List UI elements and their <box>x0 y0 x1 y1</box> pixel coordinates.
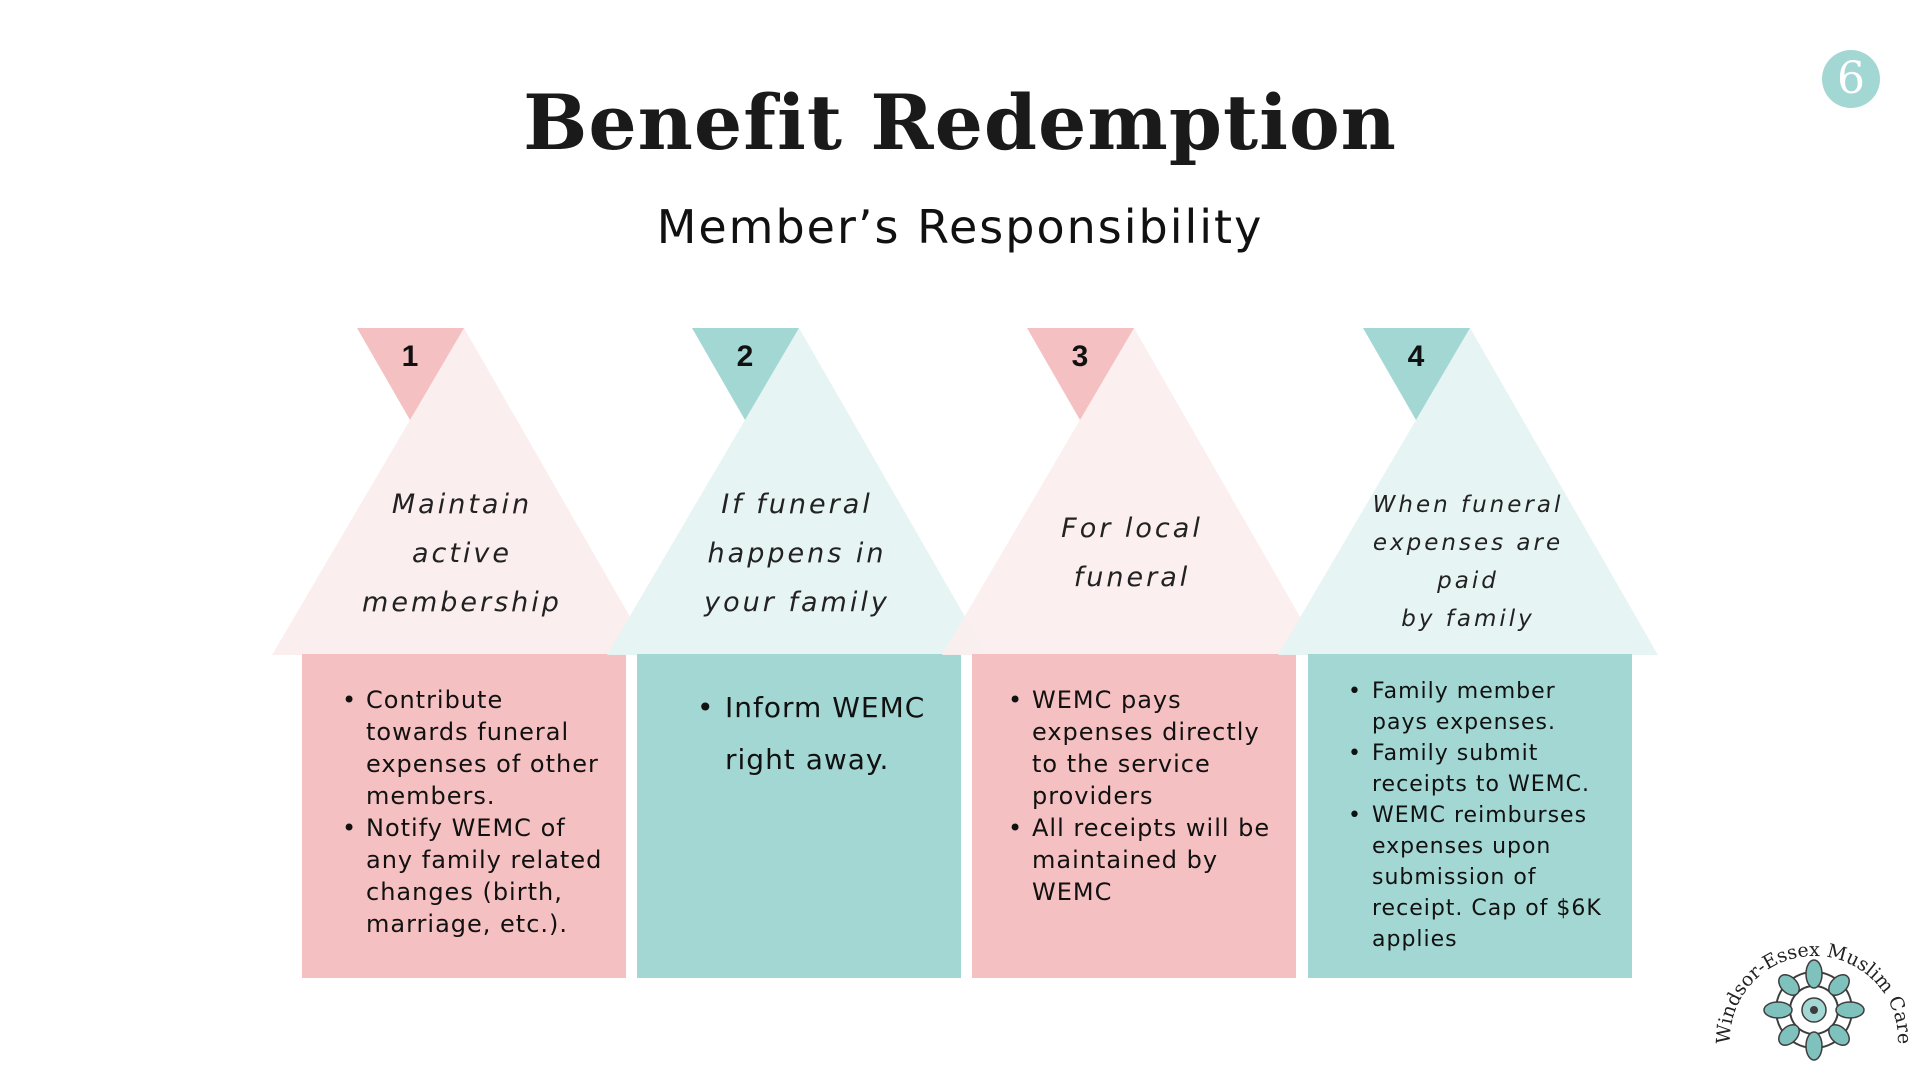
step-3-title-line: For local <box>1061 513 1203 544</box>
step-1-bullet: Contribute towards funeral expenses of o… <box>342 684 606 812</box>
step-3-bullet: All receipts will be maintained by WEMC <box>1008 812 1276 908</box>
step-4-title: When funeral expenses are paid by family <box>1348 486 1588 638</box>
step-4-title-line: When funeral <box>1372 492 1564 518</box>
step-2-large-triangle <box>607 328 987 655</box>
step-4-marker-triangle <box>1363 328 1470 420</box>
step-4-triangle <box>1278 328 1658 655</box>
step-2-title-line: happens in <box>707 538 887 569</box>
step-4-title-line: paid <box>1437 568 1499 594</box>
step-4-large-triangle <box>1278 328 1658 655</box>
step-4: 4 When funeral expenses are paid by fami… <box>1278 0 1718 1080</box>
step-4-title-line: by family <box>1401 606 1535 632</box>
step-2-marker-triangle <box>692 328 799 420</box>
step-3-bullet: WEMC pays expenses directly to the servi… <box>1008 684 1276 812</box>
step-2-title-line: your family <box>704 587 890 618</box>
step-3: 3 For local funeral WEMC pays expenses d… <box>942 0 1382 1080</box>
step-1-marker-triangle <box>357 328 464 420</box>
step-2-number: 2 <box>736 340 754 373</box>
step-1-large-triangle <box>272 328 652 655</box>
step-1-bullet: Notify WEMC of any family related change… <box>342 812 606 940</box>
step-4-bullet: Family member pays expenses. <box>1348 676 1618 738</box>
step-4-number: 4 <box>1407 340 1425 373</box>
step-2-box: Inform WEMC right away. <box>637 654 961 978</box>
page-title: Benefit Redemption <box>523 78 1397 167</box>
step-3-title: For local funeral <box>1012 504 1252 602</box>
step-1-title: Maintain active membership <box>342 480 582 627</box>
step-3-title-line: funeral <box>1073 562 1191 593</box>
step-3-marker-triangle <box>1027 328 1134 420</box>
step-4-title-line: expenses are <box>1372 530 1564 556</box>
mandala-icon <box>1763 959 1865 1061</box>
step-2-title: If funeral happens in your family <box>677 480 917 627</box>
logo: Windsor-Essex Muslim Care <box>1713 939 1912 1061</box>
page-subtitle: Member’s Responsibility <box>656 200 1264 254</box>
step-1-triangle <box>272 328 652 655</box>
step-1-title-line: Maintain <box>391 489 533 520</box>
step-1-title-line: membership <box>362 587 562 618</box>
step-2: 2 If funeral happens in your family Info… <box>607 0 1047 1080</box>
step-3-box: WEMC pays expenses directly to the servi… <box>972 654 1296 978</box>
step-4-bullet: Family submit receipts to WEMC. <box>1348 738 1618 800</box>
logo-text: Windsor-Essex Muslim Care <box>1713 939 1912 1045</box>
step-2-triangle <box>607 328 987 655</box>
step-1: 1 Maintain active membership Contribute … <box>272 0 712 1080</box>
page-number: 6 <box>1822 50 1880 108</box>
step-3-triangle <box>942 328 1322 655</box>
step-1-title-line: active <box>411 538 513 569</box>
step-2-bullet: Inform WEMC right away. <box>697 682 941 786</box>
step-3-number: 3 <box>1071 340 1089 373</box>
step-1-number: 1 <box>401 340 419 373</box>
step-1-box: Contribute towards funeral expenses of o… <box>302 654 626 978</box>
step-4-box: Family member pays expenses. Family subm… <box>1308 654 1632 978</box>
step-3-large-triangle <box>942 328 1322 655</box>
step-2-title-line: If funeral <box>721 489 873 520</box>
step-4-bullet: WEMC reimburses expenses upon submission… <box>1348 800 1618 955</box>
